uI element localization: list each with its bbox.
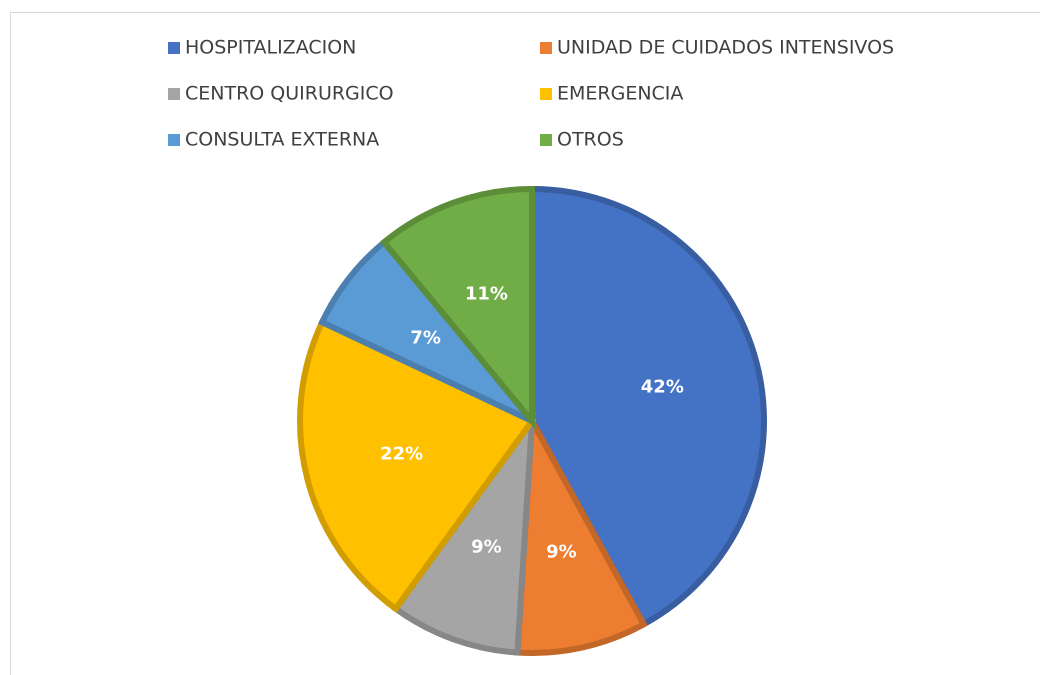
legend-swatch bbox=[168, 134, 180, 146]
data-label: 9% bbox=[471, 537, 502, 558]
data-label: 11% bbox=[465, 283, 508, 304]
legend-swatch bbox=[540, 88, 552, 100]
pie-slice bbox=[379, 185, 535, 430]
data-label: 42% bbox=[641, 377, 684, 398]
pie-slice bbox=[514, 410, 648, 656]
legend-swatch bbox=[168, 42, 180, 54]
legend-label: OTROS bbox=[557, 129, 624, 151]
pie-slice bbox=[529, 185, 767, 629]
data-label: 22% bbox=[380, 443, 423, 464]
legend-label: CONSULTA EXTERNA bbox=[185, 129, 379, 151]
data-label: 7% bbox=[410, 328, 441, 349]
legend-swatch bbox=[540, 42, 552, 54]
chart-frame bbox=[10, 12, 1040, 675]
pie-slice bbox=[391, 410, 536, 656]
legend-label: EMERGENCIA bbox=[557, 83, 683, 105]
legend-label: CENTRO QUIRURGICO bbox=[185, 83, 394, 105]
legend-label: UNIDAD DE CUIDADOS INTENSIVOS bbox=[557, 37, 894, 59]
legend-swatch bbox=[540, 134, 552, 146]
legend-swatch bbox=[168, 88, 180, 100]
data-label: 9% bbox=[546, 541, 577, 562]
legend-label: HOSPITALIZACION bbox=[185, 37, 356, 59]
